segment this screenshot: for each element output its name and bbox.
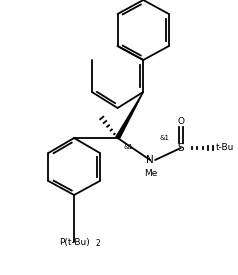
Text: t-Bu: t-Bu — [215, 144, 234, 153]
Text: O: O — [177, 117, 184, 126]
Text: S: S — [178, 143, 184, 153]
Text: N: N — [146, 155, 154, 165]
Text: 2: 2 — [96, 240, 101, 249]
Text: &1: &1 — [160, 135, 170, 141]
Polygon shape — [116, 92, 143, 139]
Text: Me: Me — [144, 169, 158, 178]
Text: &1: &1 — [124, 144, 134, 150]
Text: P(t-Bu): P(t-Bu) — [59, 238, 89, 246]
